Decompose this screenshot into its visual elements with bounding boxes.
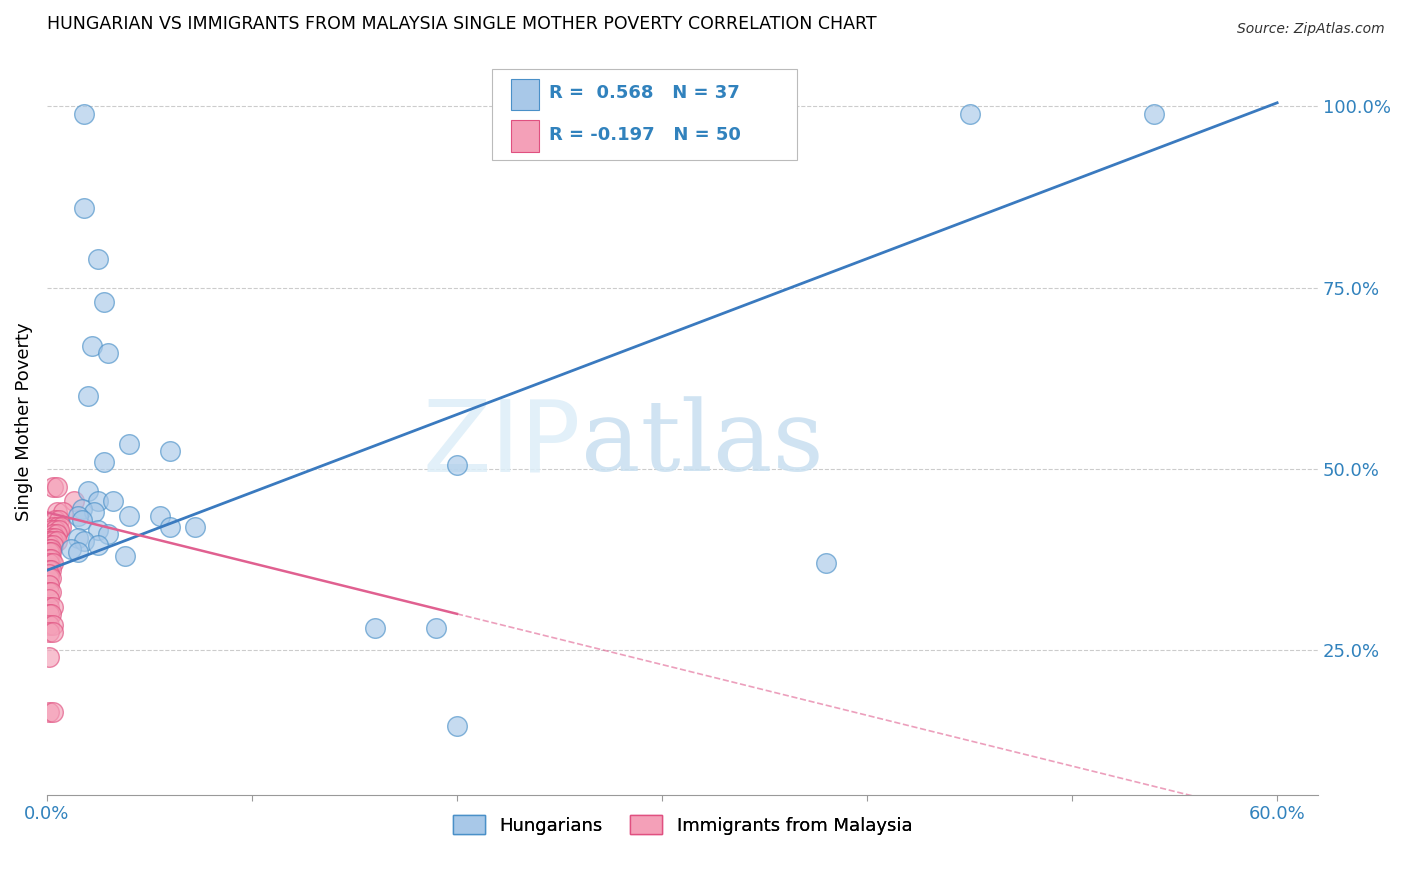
Y-axis label: Single Mother Poverty: Single Mother Poverty: [15, 322, 32, 521]
Point: [46, 480, 69, 494]
Point: [73, 106, 96, 120]
Point: [77, 483, 100, 498]
Point: [39, 552, 62, 566]
Text: ZIP: ZIP: [422, 396, 581, 492]
Point: [62, 494, 84, 508]
Point: [87, 252, 110, 266]
Point: [83, 505, 105, 519]
Point: [38, 592, 60, 607]
Point: [42, 527, 65, 541]
Point: [159, 520, 181, 534]
Point: [38, 578, 60, 592]
Point: [73, 201, 96, 215]
Point: [38, 552, 60, 566]
Point: [80, 338, 103, 352]
Point: [42, 705, 65, 719]
Point: [66, 508, 89, 523]
Point: [87, 524, 110, 538]
Point: [46, 505, 69, 519]
Point: [42, 538, 65, 552]
Point: [42, 556, 65, 570]
Point: [73, 534, 96, 549]
Point: [52, 505, 75, 519]
Point: [425, 621, 447, 635]
Point: [38, 585, 60, 599]
Point: [101, 494, 124, 508]
Point: [46, 534, 69, 549]
Point: [87, 494, 110, 508]
Point: [42, 480, 65, 494]
Point: [60, 541, 83, 556]
FancyBboxPatch shape: [492, 70, 797, 161]
FancyBboxPatch shape: [510, 120, 538, 152]
Point: [446, 458, 468, 473]
Text: R = -0.197   N = 50: R = -0.197 N = 50: [548, 126, 741, 144]
Point: [66, 531, 89, 545]
Point: [39, 563, 62, 577]
Point: [48, 513, 70, 527]
Point: [42, 599, 65, 614]
Point: [46, 527, 69, 541]
Point: [159, 443, 181, 458]
Text: R =  0.568   N = 37: R = 0.568 N = 37: [548, 84, 740, 102]
Point: [39, 524, 62, 538]
Point: [93, 455, 115, 469]
Point: [39, 541, 62, 556]
Point: [42, 624, 65, 639]
FancyBboxPatch shape: [510, 78, 538, 110]
Point: [38, 650, 60, 665]
Point: [38, 541, 60, 556]
Point: [42, 617, 65, 632]
Point: [118, 508, 141, 523]
Text: HUNGARIAN VS IMMIGRANTS FROM MALAYSIA SINGLE MOTHER POVERTY CORRELATION CHART: HUNGARIAN VS IMMIGRANTS FROM MALAYSIA SI…: [46, 15, 876, 33]
Point: [93, 295, 115, 310]
Point: [97, 346, 120, 360]
Point: [42, 520, 65, 534]
Point: [815, 556, 838, 570]
Point: [42, 534, 65, 549]
Text: atlas: atlas: [581, 396, 824, 492]
Point: [39, 585, 62, 599]
Point: [44, 531, 66, 545]
Point: [1143, 106, 1166, 120]
Point: [38, 571, 60, 585]
Point: [364, 621, 387, 635]
Text: Source: ZipAtlas.com: Source: ZipAtlas.com: [1237, 22, 1385, 37]
Point: [183, 520, 205, 534]
Point: [39, 607, 62, 621]
Point: [959, 106, 981, 120]
Legend: Hungarians, Immigrants from Malaysia: Hungarians, Immigrants from Malaysia: [446, 808, 920, 842]
Point: [446, 719, 468, 733]
Point: [44, 524, 66, 538]
Point: [38, 607, 60, 621]
Point: [66, 545, 89, 559]
Point: [39, 545, 62, 559]
Point: [38, 624, 60, 639]
Point: [114, 549, 136, 563]
Point: [38, 617, 60, 632]
Point: [38, 563, 60, 577]
Point: [51, 520, 73, 534]
Point: [77, 389, 100, 403]
Point: [38, 599, 60, 614]
Point: [97, 527, 120, 541]
Point: [118, 436, 141, 450]
Point: [87, 538, 110, 552]
Point: [44, 513, 66, 527]
Point: [70, 501, 93, 516]
Point: [38, 545, 60, 559]
Point: [38, 556, 60, 570]
Point: [70, 513, 93, 527]
Point: [671, 106, 693, 120]
Point: [39, 571, 62, 585]
Point: [38, 534, 60, 549]
Point: [38, 538, 60, 552]
Point: [38, 566, 60, 581]
Point: [149, 508, 172, 523]
Point: [38, 705, 60, 719]
Point: [48, 524, 70, 538]
Point: [39, 531, 62, 545]
Point: [46, 520, 69, 534]
